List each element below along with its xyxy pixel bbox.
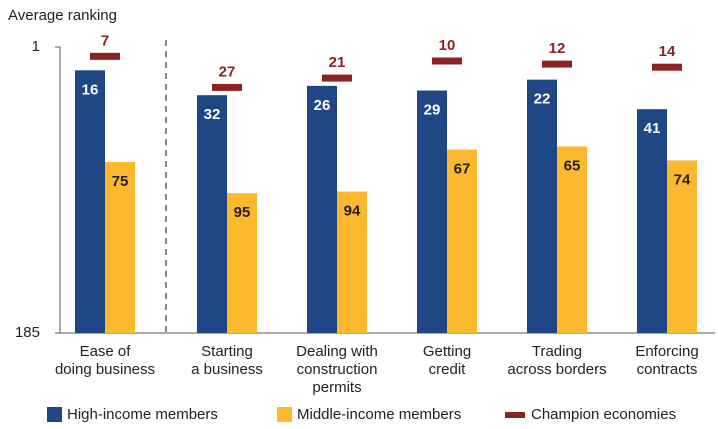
x-tick-label: Dealing with (296, 343, 378, 360)
champion-marker (652, 63, 682, 71)
bar (527, 79, 557, 334)
x-tick-label: Trading (532, 343, 582, 360)
x-tick-label: across borders (507, 361, 606, 378)
champion-marker (212, 83, 242, 91)
value-label: 26 (314, 97, 331, 114)
value-label: 94 (344, 203, 361, 220)
bar (105, 162, 135, 333)
bar (447, 149, 477, 333)
x-tick-label: credit (429, 361, 467, 378)
x-tick-label: doing business (55, 361, 155, 378)
value-label: 10 (439, 37, 456, 54)
value-label: 67 (454, 161, 471, 178)
champion-marker (322, 74, 352, 82)
champion-marker (432, 57, 462, 65)
legend-label: Champion economies (531, 406, 676, 423)
value-label: 12 (549, 40, 566, 57)
value-label: 27 (219, 63, 236, 80)
value-label: 22 (534, 91, 551, 108)
legend-swatch (277, 407, 292, 422)
value-label: 95 (234, 204, 251, 221)
x-tick-label: a business (191, 361, 263, 378)
y-axis-label: Average ranking (8, 7, 117, 24)
legend-label: Middle-income members (297, 406, 461, 423)
y-tick-label: 185 (15, 324, 40, 341)
bar (307, 85, 337, 333)
x-tick-label: Starting (201, 343, 253, 360)
champion-marker (90, 52, 120, 60)
value-label: 29 (424, 101, 441, 118)
bar (75, 70, 105, 333)
x-tick-label: Ease of (80, 343, 132, 360)
bar (417, 90, 447, 334)
x-tick-label: construction (297, 361, 378, 378)
value-label: 41 (644, 120, 661, 137)
bar (667, 160, 697, 333)
value-label: 21 (329, 54, 346, 71)
champion-marker (542, 60, 572, 68)
legend-swatch (47, 407, 62, 422)
value-label: 65 (564, 157, 581, 174)
x-tick-label: Enforcing (635, 343, 698, 360)
value-label: 75 (112, 173, 129, 190)
bar (337, 191, 367, 333)
value-label: 14 (659, 43, 676, 60)
bar (557, 146, 587, 333)
legend-label: High-income members (67, 406, 218, 423)
x-tick-label: permits (312, 379, 361, 396)
value-label: 74 (674, 171, 691, 188)
value-label: 16 (82, 81, 99, 98)
y-tick-label: 1 (32, 38, 40, 55)
x-tick-label: Getting (423, 343, 471, 360)
x-tick-label: contracts (637, 361, 698, 378)
value-label: 7 (101, 32, 109, 49)
bar (637, 109, 667, 333)
value-label: 32 (204, 106, 221, 123)
legend-swatch (505, 412, 525, 418)
bar (197, 95, 227, 333)
bar (227, 193, 257, 333)
